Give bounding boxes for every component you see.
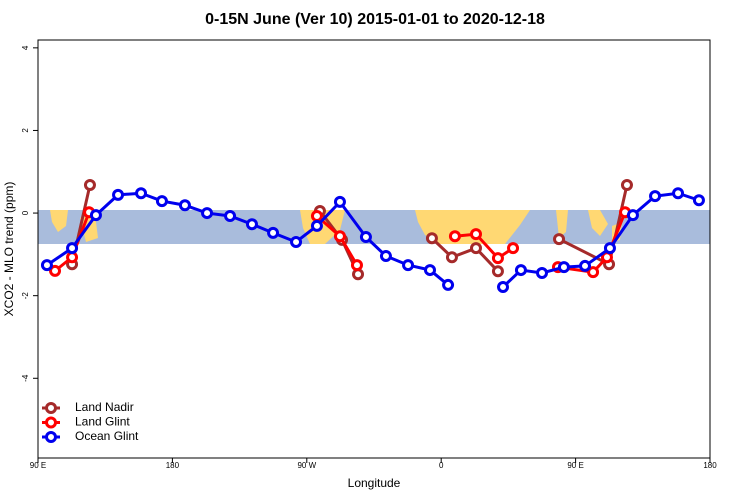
point <box>425 232 438 245</box>
point <box>178 199 191 212</box>
y-tick-label: -2 <box>21 292 30 300</box>
x-tick-label: 90 E <box>567 461 583 470</box>
point <box>587 266 600 279</box>
point <box>692 194 705 207</box>
point <box>40 259 53 272</box>
x-tick-label: 180 <box>166 461 180 470</box>
point <box>155 195 168 208</box>
chart-title: 0-15N June (Ver 10) 2015-01-01 to 2020-1… <box>205 11 545 28</box>
y-tick-label: -4 <box>21 374 30 382</box>
point <box>497 281 510 293</box>
point <box>49 264 62 277</box>
point <box>350 259 363 272</box>
point <box>626 209 639 222</box>
point <box>310 209 323 222</box>
point <box>491 252 504 265</box>
point <box>333 230 346 243</box>
y-axis-label: XCO2 - MLO trend (ppm) <box>2 182 16 317</box>
legend-label: Land Nadir <box>75 400 134 414</box>
point <box>620 178 633 191</box>
y-tick-label: 2 <box>21 128 30 133</box>
point <box>310 219 323 232</box>
legend-label: Land Glint <box>75 415 130 429</box>
point <box>333 195 346 208</box>
point <box>672 187 685 200</box>
point <box>469 242 482 255</box>
point <box>553 233 566 246</box>
point <box>359 231 372 244</box>
point <box>536 266 548 279</box>
point <box>267 226 280 239</box>
x-tick-label: 90 E <box>30 461 46 470</box>
point <box>66 242 79 255</box>
point <box>402 259 415 272</box>
land <box>415 210 530 244</box>
point <box>445 251 458 264</box>
point <box>135 187 148 200</box>
ocean-band <box>38 210 710 244</box>
point <box>379 250 392 263</box>
point <box>245 218 258 231</box>
legend-label: Ocean Glint <box>75 429 139 443</box>
legend-marker <box>45 416 57 429</box>
point <box>201 207 214 220</box>
y-tick-label: 0 <box>21 210 30 215</box>
plot-frame <box>37 39 711 459</box>
point <box>112 188 125 201</box>
x-axis-label: Longitude <box>348 476 401 490</box>
y-tick-label: 4 <box>21 45 30 50</box>
point <box>603 242 616 255</box>
point <box>579 259 592 272</box>
point <box>649 190 662 203</box>
legend-marker <box>45 402 57 414</box>
point <box>514 264 527 277</box>
x-tick-label: 180 <box>703 461 717 470</box>
point <box>448 230 461 243</box>
point <box>290 235 303 248</box>
point <box>491 265 504 278</box>
x-tick-label: 0 <box>439 461 444 470</box>
point <box>557 261 570 274</box>
point <box>442 278 455 291</box>
x-tick-label: 90 W <box>297 461 316 470</box>
point <box>83 178 96 191</box>
point <box>89 209 102 222</box>
point <box>224 209 237 222</box>
map-strip <box>38 210 710 244</box>
legend-marker <box>45 431 57 443</box>
point <box>352 268 365 281</box>
point <box>469 228 482 241</box>
point <box>424 264 436 277</box>
point <box>507 242 520 255</box>
